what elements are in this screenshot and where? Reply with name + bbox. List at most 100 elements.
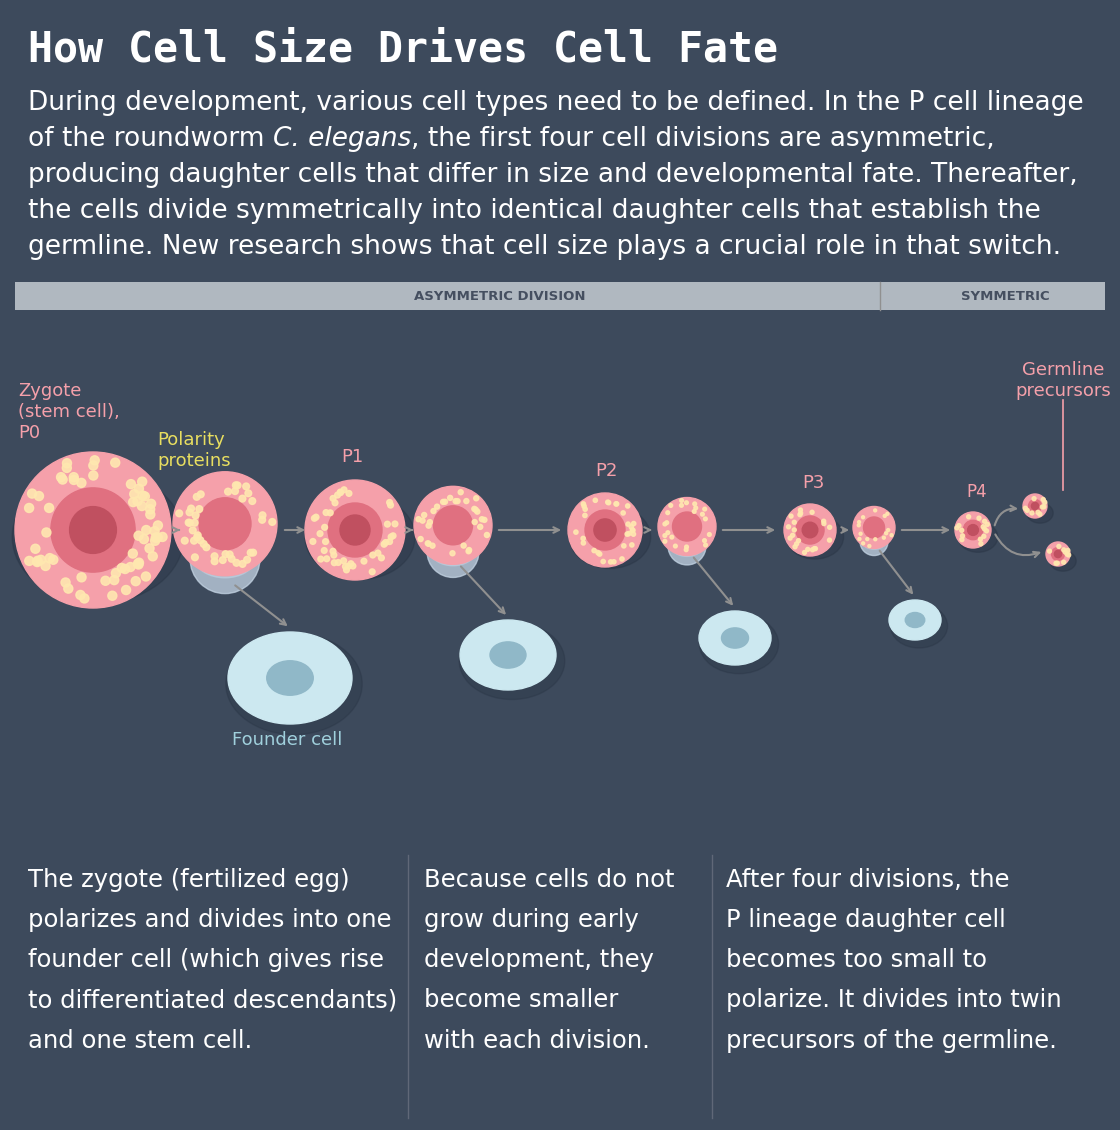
Ellipse shape xyxy=(862,533,886,549)
Circle shape xyxy=(248,549,254,556)
Circle shape xyxy=(199,497,251,550)
Circle shape xyxy=(802,522,818,538)
Ellipse shape xyxy=(721,628,748,649)
Circle shape xyxy=(1054,550,1062,557)
Circle shape xyxy=(1043,501,1047,504)
Circle shape xyxy=(421,513,427,518)
Text: P2: P2 xyxy=(595,462,617,480)
Circle shape xyxy=(479,516,485,522)
Circle shape xyxy=(80,594,88,603)
Circle shape xyxy=(606,501,610,505)
Circle shape xyxy=(330,553,337,558)
Circle shape xyxy=(134,560,143,570)
Circle shape xyxy=(62,577,71,586)
Circle shape xyxy=(240,560,246,567)
Circle shape xyxy=(866,538,869,540)
Circle shape xyxy=(582,504,586,508)
Circle shape xyxy=(45,503,54,513)
Circle shape xyxy=(813,547,818,550)
Circle shape xyxy=(321,524,327,530)
Circle shape xyxy=(885,532,888,534)
Circle shape xyxy=(1023,494,1047,518)
Circle shape xyxy=(190,523,260,593)
Circle shape xyxy=(383,540,389,546)
Circle shape xyxy=(418,537,423,541)
Circle shape xyxy=(370,568,375,575)
Ellipse shape xyxy=(195,539,254,577)
Circle shape xyxy=(140,492,149,501)
Circle shape xyxy=(58,475,67,484)
Circle shape xyxy=(69,472,78,481)
Circle shape xyxy=(158,532,167,541)
Circle shape xyxy=(220,557,226,564)
Circle shape xyxy=(874,538,877,541)
Circle shape xyxy=(426,541,431,546)
Circle shape xyxy=(1066,553,1071,557)
Circle shape xyxy=(828,525,832,529)
Circle shape xyxy=(1062,560,1065,564)
Circle shape xyxy=(986,522,989,527)
Circle shape xyxy=(1042,497,1045,502)
Circle shape xyxy=(1042,505,1046,508)
Circle shape xyxy=(370,553,375,558)
Circle shape xyxy=(146,510,155,519)
Circle shape xyxy=(450,550,455,556)
Circle shape xyxy=(186,520,194,527)
Circle shape xyxy=(828,538,831,542)
Ellipse shape xyxy=(905,612,925,627)
Ellipse shape xyxy=(460,620,556,690)
Circle shape xyxy=(1054,562,1058,565)
Circle shape xyxy=(702,539,707,542)
Circle shape xyxy=(330,495,336,502)
Circle shape xyxy=(45,554,55,563)
Circle shape xyxy=(31,545,40,554)
Circle shape xyxy=(442,499,448,504)
Circle shape xyxy=(601,559,605,564)
Circle shape xyxy=(34,556,43,565)
Circle shape xyxy=(708,532,711,537)
Circle shape xyxy=(614,502,618,506)
Circle shape xyxy=(118,564,127,573)
Circle shape xyxy=(150,527,159,536)
Circle shape xyxy=(1066,548,1070,553)
Circle shape xyxy=(598,551,601,556)
Circle shape xyxy=(63,459,72,468)
Circle shape xyxy=(133,559,142,568)
Circle shape xyxy=(203,544,209,550)
Circle shape xyxy=(328,503,382,557)
Ellipse shape xyxy=(228,632,352,724)
Circle shape xyxy=(1030,511,1034,515)
Circle shape xyxy=(426,541,430,546)
Circle shape xyxy=(1063,550,1067,554)
Circle shape xyxy=(629,524,634,529)
Ellipse shape xyxy=(226,634,362,734)
Circle shape xyxy=(361,558,367,564)
Circle shape xyxy=(340,515,370,545)
Circle shape xyxy=(666,531,670,534)
Circle shape xyxy=(692,510,697,513)
Ellipse shape xyxy=(1049,550,1076,571)
Circle shape xyxy=(144,544,155,553)
Circle shape xyxy=(416,516,421,522)
Circle shape xyxy=(961,533,964,538)
Circle shape xyxy=(138,477,147,486)
Text: germline. New research shows that cell size plays a crucial role in that switch.: germline. New research shows that cell s… xyxy=(28,234,1061,260)
Circle shape xyxy=(1038,512,1042,516)
Circle shape xyxy=(192,554,198,560)
Circle shape xyxy=(673,545,678,548)
Circle shape xyxy=(568,493,642,567)
Circle shape xyxy=(663,533,666,538)
Circle shape xyxy=(794,542,799,546)
Circle shape xyxy=(188,505,195,512)
Circle shape xyxy=(626,504,629,508)
Circle shape xyxy=(955,525,959,530)
Circle shape xyxy=(338,489,344,496)
Circle shape xyxy=(233,559,240,566)
Circle shape xyxy=(461,544,466,548)
Circle shape xyxy=(134,558,143,567)
Circle shape xyxy=(41,562,50,571)
Circle shape xyxy=(812,547,816,550)
Circle shape xyxy=(49,555,58,564)
Circle shape xyxy=(76,591,85,600)
Circle shape xyxy=(428,520,432,524)
